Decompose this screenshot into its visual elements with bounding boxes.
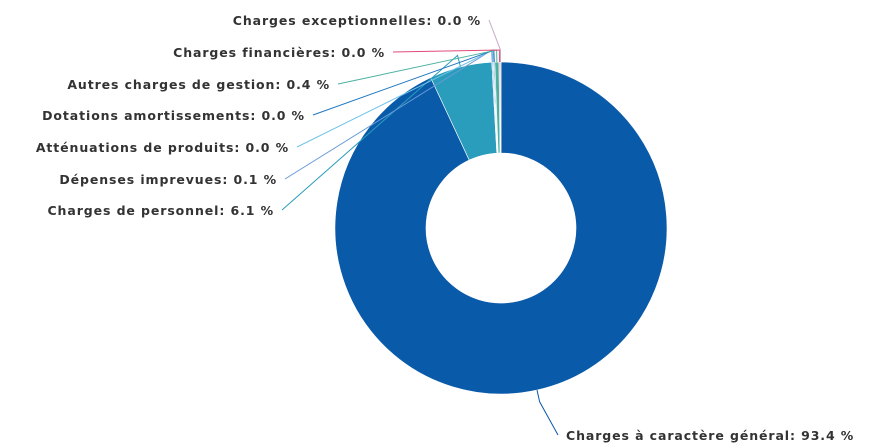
connector-charges-financieres <box>392 49 500 63</box>
label-attenuations-de-produits: Atténuations de produits: 0.0 % <box>36 140 289 155</box>
label-charges-de-personnel: Charges de personnel: 6.1 % <box>47 203 274 218</box>
connectors-group <box>281 19 559 436</box>
slices-group <box>334 61 668 395</box>
connector-charges-exceptionnelles <box>488 19 501 63</box>
connector-charges-a-caractere-general <box>536 389 559 436</box>
connector-charges-de-personnel <box>281 54 461 211</box>
labels-group: Charges à caractère général: 93.4 % Char… <box>36 13 854 443</box>
donut-hole <box>426 153 576 303</box>
label-depenses-imprevues: Dépenses imprevues: 0.1 % <box>59 172 277 187</box>
label-autres-charges-de-gestion: Autres charges de gestion: 0.4 % <box>67 77 330 92</box>
label-charges-exceptionnelles: Charges exceptionnelles: 0.0 % <box>233 13 481 28</box>
label-dotations-amortissements: Dotations amortissements: 0.0 % <box>42 108 305 123</box>
label-charges-financieres: Charges financières: 0.0 % <box>173 45 385 60</box>
label-charges-a-caractere-general: Charges à caractère général: 93.4 % <box>566 428 854 443</box>
